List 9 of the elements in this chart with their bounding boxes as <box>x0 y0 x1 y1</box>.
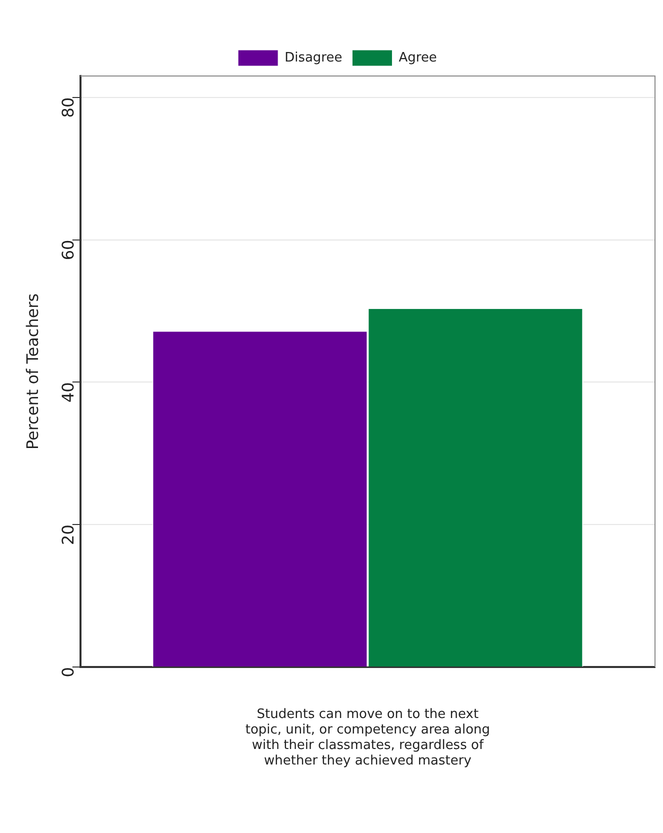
y-tick-label: 60 <box>58 240 78 260</box>
legend-label: Agree <box>398 50 437 66</box>
legend-label: Disagree <box>284 50 342 66</box>
y-tick-label: 20 <box>58 524 78 545</box>
y-tick-label: 80 <box>58 97 78 118</box>
y-tick-label: 40 <box>58 382 78 403</box>
y-axis-title: Percent of Teachers <box>22 293 42 450</box>
x-axis-title: Students can move on to the next topic, unit, or competency area along with their classmates, regardless of whether they achieved mastery <box>245 706 490 769</box>
y-tick-label: 0 <box>58 667 78 678</box>
